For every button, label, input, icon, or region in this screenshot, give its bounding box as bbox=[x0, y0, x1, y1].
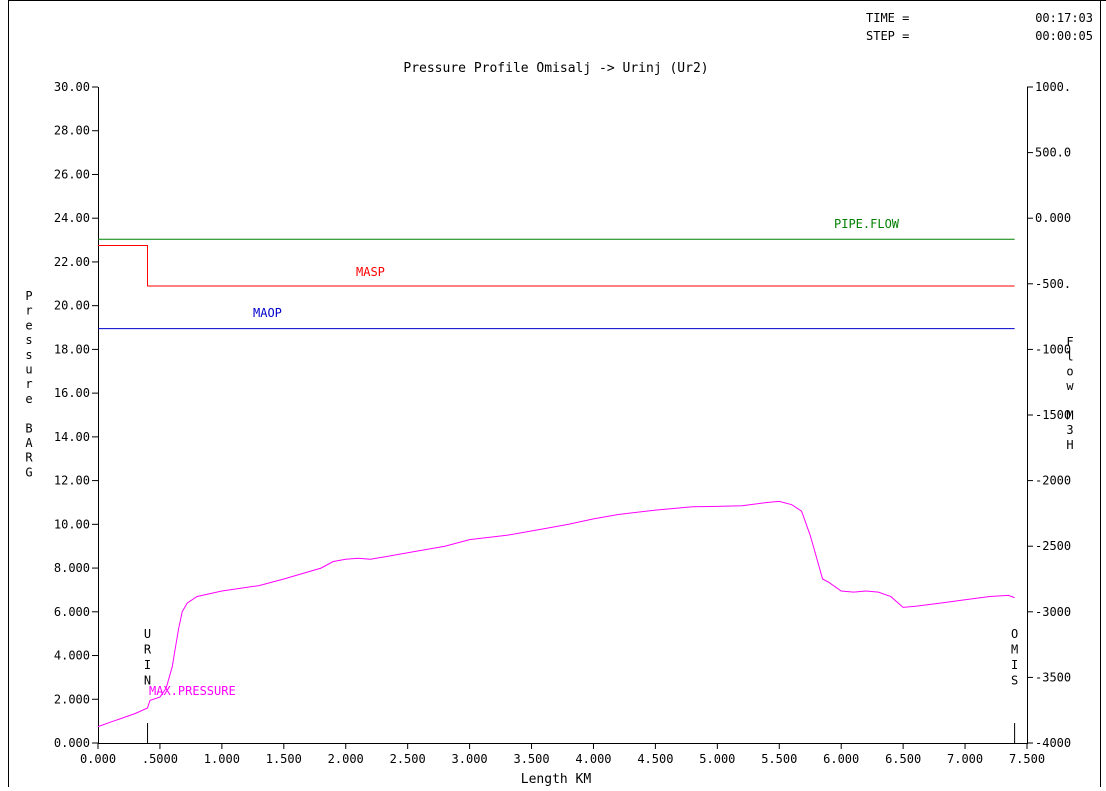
y-right-tick-label: -3500 bbox=[1035, 670, 1071, 684]
step-value: 00:00:05 bbox=[1035, 29, 1093, 43]
y-axis-label-left-char: R bbox=[25, 451, 33, 465]
station-marker-urin-label-char: I bbox=[144, 658, 151, 672]
y-axis-label-right-char: H bbox=[1066, 438, 1073, 452]
x-tick-label: 6.000 bbox=[823, 752, 859, 766]
y-left-tick-label: 24.00 bbox=[54, 211, 90, 225]
station-marker-urin-label-char: U bbox=[144, 627, 151, 641]
time-value: 00:17:03 bbox=[1035, 11, 1093, 25]
station-marker-omis-label-char: M bbox=[1011, 643, 1018, 657]
station-marker-urin-label-char: R bbox=[144, 643, 152, 657]
station-marker-omis-label-char: I bbox=[1011, 658, 1018, 672]
x-tick-label: 7.000 bbox=[947, 752, 983, 766]
y-axis-label-right-char: F bbox=[1066, 335, 1073, 349]
y-left-tick-label: 28.00 bbox=[54, 124, 90, 138]
y-left-tick-label: 18.00 bbox=[54, 342, 90, 356]
y-axis-label-left-char: u bbox=[25, 363, 32, 377]
y-axis-label-left-char: r bbox=[25, 304, 32, 318]
x-tick-label: 6.500 bbox=[885, 752, 921, 766]
y-left-tick-label: 20.00 bbox=[54, 299, 90, 313]
x-tick-label: 1.000 bbox=[204, 752, 240, 766]
y-left-tick-label: 10.00 bbox=[54, 517, 90, 531]
y-left-tick-label: 2.000 bbox=[54, 692, 90, 706]
y-axis-label-right-char: w bbox=[1066, 379, 1074, 393]
y-left-tick-label: 0.000 bbox=[54, 736, 90, 750]
station-marker-omis-label-char: O bbox=[1011, 627, 1018, 641]
y-axis-label-left-char: s bbox=[25, 348, 32, 362]
x-tick-label: 4.000 bbox=[575, 752, 611, 766]
x-tick-label: .5000 bbox=[142, 752, 178, 766]
station-marker-omis-label-char: S bbox=[1011, 674, 1018, 688]
series-line-masp bbox=[98, 245, 1015, 287]
y-axis-label-left-char: s bbox=[25, 333, 32, 347]
y-axis-label-right-char: o bbox=[1066, 364, 1073, 378]
time-label: TIME = bbox=[866, 11, 909, 25]
x-tick-label: 1.500 bbox=[266, 752, 302, 766]
y-axis-label-left-char: G bbox=[25, 465, 32, 479]
x-tick-label: 3.000 bbox=[452, 752, 488, 766]
y-right-tick-label: -500. bbox=[1035, 277, 1071, 291]
y-right-tick-label: 500.0 bbox=[1035, 146, 1071, 160]
annotation-pipe-flow: PIPE.FLOW bbox=[834, 217, 900, 231]
annotation-max-pressure: MAX.PRESSURE bbox=[149, 684, 236, 698]
step-label: STEP = bbox=[866, 29, 909, 43]
x-tick-label: 5.000 bbox=[699, 752, 735, 766]
y-axis-label-right-char: M bbox=[1066, 409, 1073, 423]
series-line-max-pressure bbox=[97, 500, 1015, 728]
y-left-tick-label: 4.000 bbox=[54, 649, 90, 663]
y-left-tick-label: 8.000 bbox=[54, 561, 90, 575]
y-axis-label-left-char: A bbox=[25, 436, 33, 450]
x-tick-label: 3.500 bbox=[513, 752, 549, 766]
y-right-tick-label: -2500 bbox=[1035, 539, 1071, 553]
y-axis-label-left-char: B bbox=[25, 421, 32, 435]
y-axis-label-left-char: r bbox=[25, 377, 32, 391]
y-left-tick-label: 30.00 bbox=[54, 80, 90, 94]
y-axis-label-left-char: e bbox=[25, 318, 32, 332]
annotation-maop: MAOP bbox=[253, 306, 282, 320]
y-left-tick-label: 16.00 bbox=[54, 386, 90, 400]
x-tick-label: 5.500 bbox=[761, 752, 797, 766]
y-right-tick-label: -2000 bbox=[1035, 474, 1071, 488]
y-axis-right-ticks: -4000 -3500 -3000 -2500 -2000 -1500 -1000 -500.… bbox=[1027, 80, 1071, 750]
x-axis-label: Length KM bbox=[521, 772, 592, 787]
y-left-tick-label: 12.00 bbox=[54, 474, 90, 488]
axes bbox=[98, 87, 1028, 744]
x-tick-label: 4.500 bbox=[637, 752, 673, 766]
y-right-tick-label: 1000. bbox=[1035, 80, 1071, 94]
series-lines bbox=[97, 238, 1015, 728]
y-right-tick-label: -1500 bbox=[1035, 408, 1071, 422]
y-left-tick-label: 26.00 bbox=[54, 167, 90, 181]
y-axis-label-left-char: e bbox=[25, 392, 32, 406]
chart-title: Pressure Profile Omisalj -> Urinj (Ur2) bbox=[403, 61, 708, 76]
x-axis-ticks: 0.000 .5000 1.000 1.500 2.000 2.500 3.000 3.500… bbox=[80, 743, 1045, 766]
y-axis-left-ticks: 0.000 2.000 4.000 6.000 8.000 10.00 12.00 14.00… bbox=[54, 80, 98, 750]
y-axis-label-left-char: P bbox=[25, 289, 32, 303]
annotation-masp: MASP bbox=[356, 265, 385, 279]
station-marker-urin-label-char: N bbox=[144, 674, 151, 688]
x-tick-label: 2.000 bbox=[328, 752, 364, 766]
x-tick-label: 7.500 bbox=[1009, 752, 1045, 766]
y-left-tick-label: 22.00 bbox=[54, 255, 90, 269]
y-right-tick-label: 0.000 bbox=[1035, 211, 1071, 225]
y-left-tick-label: 14.00 bbox=[54, 430, 90, 444]
y-right-tick-label: -1000 bbox=[1035, 342, 1071, 356]
y-right-tick-label: -4000 bbox=[1035, 736, 1071, 750]
y-right-tick-label: -3000 bbox=[1035, 605, 1071, 619]
y-left-tick-label: 6.000 bbox=[54, 605, 90, 619]
y-axis-label-right-char: l bbox=[1066, 350, 1073, 364]
x-tick-label: 0.000 bbox=[80, 752, 116, 766]
y-axis-label-right-char: 3 bbox=[1066, 423, 1073, 437]
x-tick-label: 2.500 bbox=[390, 752, 426, 766]
